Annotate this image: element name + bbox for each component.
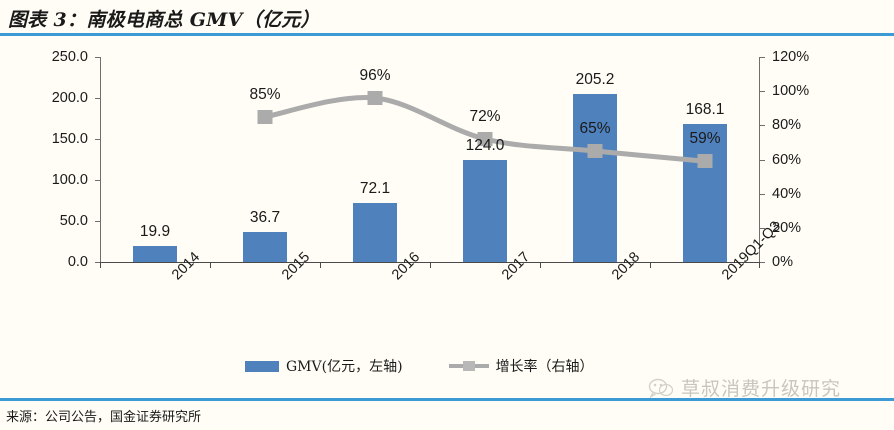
y-axis-right-tick (759, 57, 765, 58)
x-axis-tick (540, 262, 541, 268)
y-axis-left-tick (95, 180, 100, 181)
line-swatch-icon (448, 360, 489, 372)
y-axis-right-label: 60% (772, 151, 802, 168)
x-axis-tick (210, 262, 211, 268)
y-axis-left-label: 250.0 (51, 49, 88, 65)
x-axis-label-2017: 2017 (499, 249, 534, 284)
bar-value-label: 168.1 (685, 101, 725, 119)
y-axis-right-label: 40% (772, 185, 802, 202)
y-axis-left-tick (95, 98, 100, 99)
bar-swatch-icon (245, 360, 279, 372)
bar-value-label: 19.9 (139, 222, 171, 240)
x-axis-label-2019Q1-Q3: 2019Q1-Q3 (719, 218, 784, 284)
y-axis-left-label: 0.0 (67, 254, 88, 270)
x-axis-label-2018: 2018 (609, 249, 644, 284)
growth-rate-line (262, 95, 708, 164)
y-axis-right-label: 20% (772, 219, 802, 236)
line-marker-2016 (367, 91, 383, 105)
chart-legend: GMV(亿元，左轴) 增长率（右轴） (245, 356, 594, 376)
wechat-icon (648, 378, 674, 398)
line-marker-2017 (477, 132, 493, 146)
y-axis-left-label: 100.0 (51, 172, 88, 188)
y-axis-left-line (100, 57, 101, 262)
bar-2014 (133, 245, 177, 262)
x-axis-tick (100, 262, 101, 268)
line-value-label: 72% (469, 108, 501, 125)
line-value-label: 59% (689, 130, 721, 148)
line-marker-2015 (257, 109, 273, 124)
x-axis-tick (650, 262, 651, 268)
bar-value-label: 205.2 (575, 70, 615, 88)
bar-value-label: 124.0 (465, 137, 505, 155)
line-value-label: 96% (359, 67, 391, 84)
y-axis-left-tick (95, 57, 100, 58)
legend-item-label: 增长率（右轴） (495, 359, 594, 375)
page-title: 图表 3：南极电商总 GMV（亿元） (8, 8, 320, 31)
y-axis-right-tick (759, 125, 765, 127)
y-axis-right-tick (759, 91, 765, 93)
line-value-label: 65% (579, 119, 611, 137)
line-marker-2019Q1-Q3 (697, 154, 713, 169)
y-axis-left-label: 150.0 (51, 131, 88, 147)
y-axis-right-tick (759, 227, 765, 229)
y-axis-right-label: 120% (772, 49, 810, 65)
bar-2017 (463, 160, 507, 262)
x-axis-label-2015: 2015 (279, 249, 314, 284)
legend-item-gmv[interactable]: GMV(亿元，左轴) (245, 356, 403, 376)
legend-item-label: GMV(亿元，左轴) (286, 359, 403, 375)
line-value-label: 85% (249, 85, 281, 103)
y-axis-right-tick (759, 193, 765, 195)
plot-area: 19.9 36.7 72.1 124.0 205.2 168.1 85% 96% 72% 65%… (95, 57, 765, 268)
y-axis-left-tick (95, 139, 100, 140)
source-note: 来源：公司公告，国金证券研究所 (6, 410, 202, 425)
y-axis-left-tick (95, 262, 100, 263)
x-axis-tick (320, 262, 321, 268)
line-marker-2018 (587, 143, 603, 158)
y-axis-right-tick (759, 159, 765, 161)
watermark: 草叔消费升级研究 (648, 374, 841, 401)
legend-item-growth-rate[interactable]: 增长率（右轴） (448, 356, 594, 376)
y-axis-left-label: 200.0 (51, 90, 88, 106)
bar-2016 (353, 202, 397, 262)
x-axis-tick (759, 262, 760, 268)
y-axis-left-label: 50.0 (59, 213, 88, 229)
y-axis-right-label: 100% (772, 83, 810, 100)
y-axis-right-label: 80% (772, 117, 802, 134)
watermark-text: 草叔消费升级研究 (681, 378, 842, 400)
chart-title-band: 图表 3：南极电商总 GMV（亿元） (0, 0, 894, 36)
footer-divider (0, 398, 894, 401)
bar-value-label: 72.1 (359, 179, 391, 197)
x-axis-label-2016: 2016 (389, 249, 424, 284)
x-axis-label-2014: 2014 (169, 249, 204, 284)
bar-value-label: 36.7 (249, 208, 281, 226)
title-divider (0, 33, 894, 36)
y-axis-right-label: 0% (772, 254, 793, 270)
y-axis-left-tick (95, 221, 100, 222)
x-axis-tick (430, 262, 431, 268)
y-axis-right-tick (759, 262, 765, 263)
bar-2015 (243, 231, 287, 262)
